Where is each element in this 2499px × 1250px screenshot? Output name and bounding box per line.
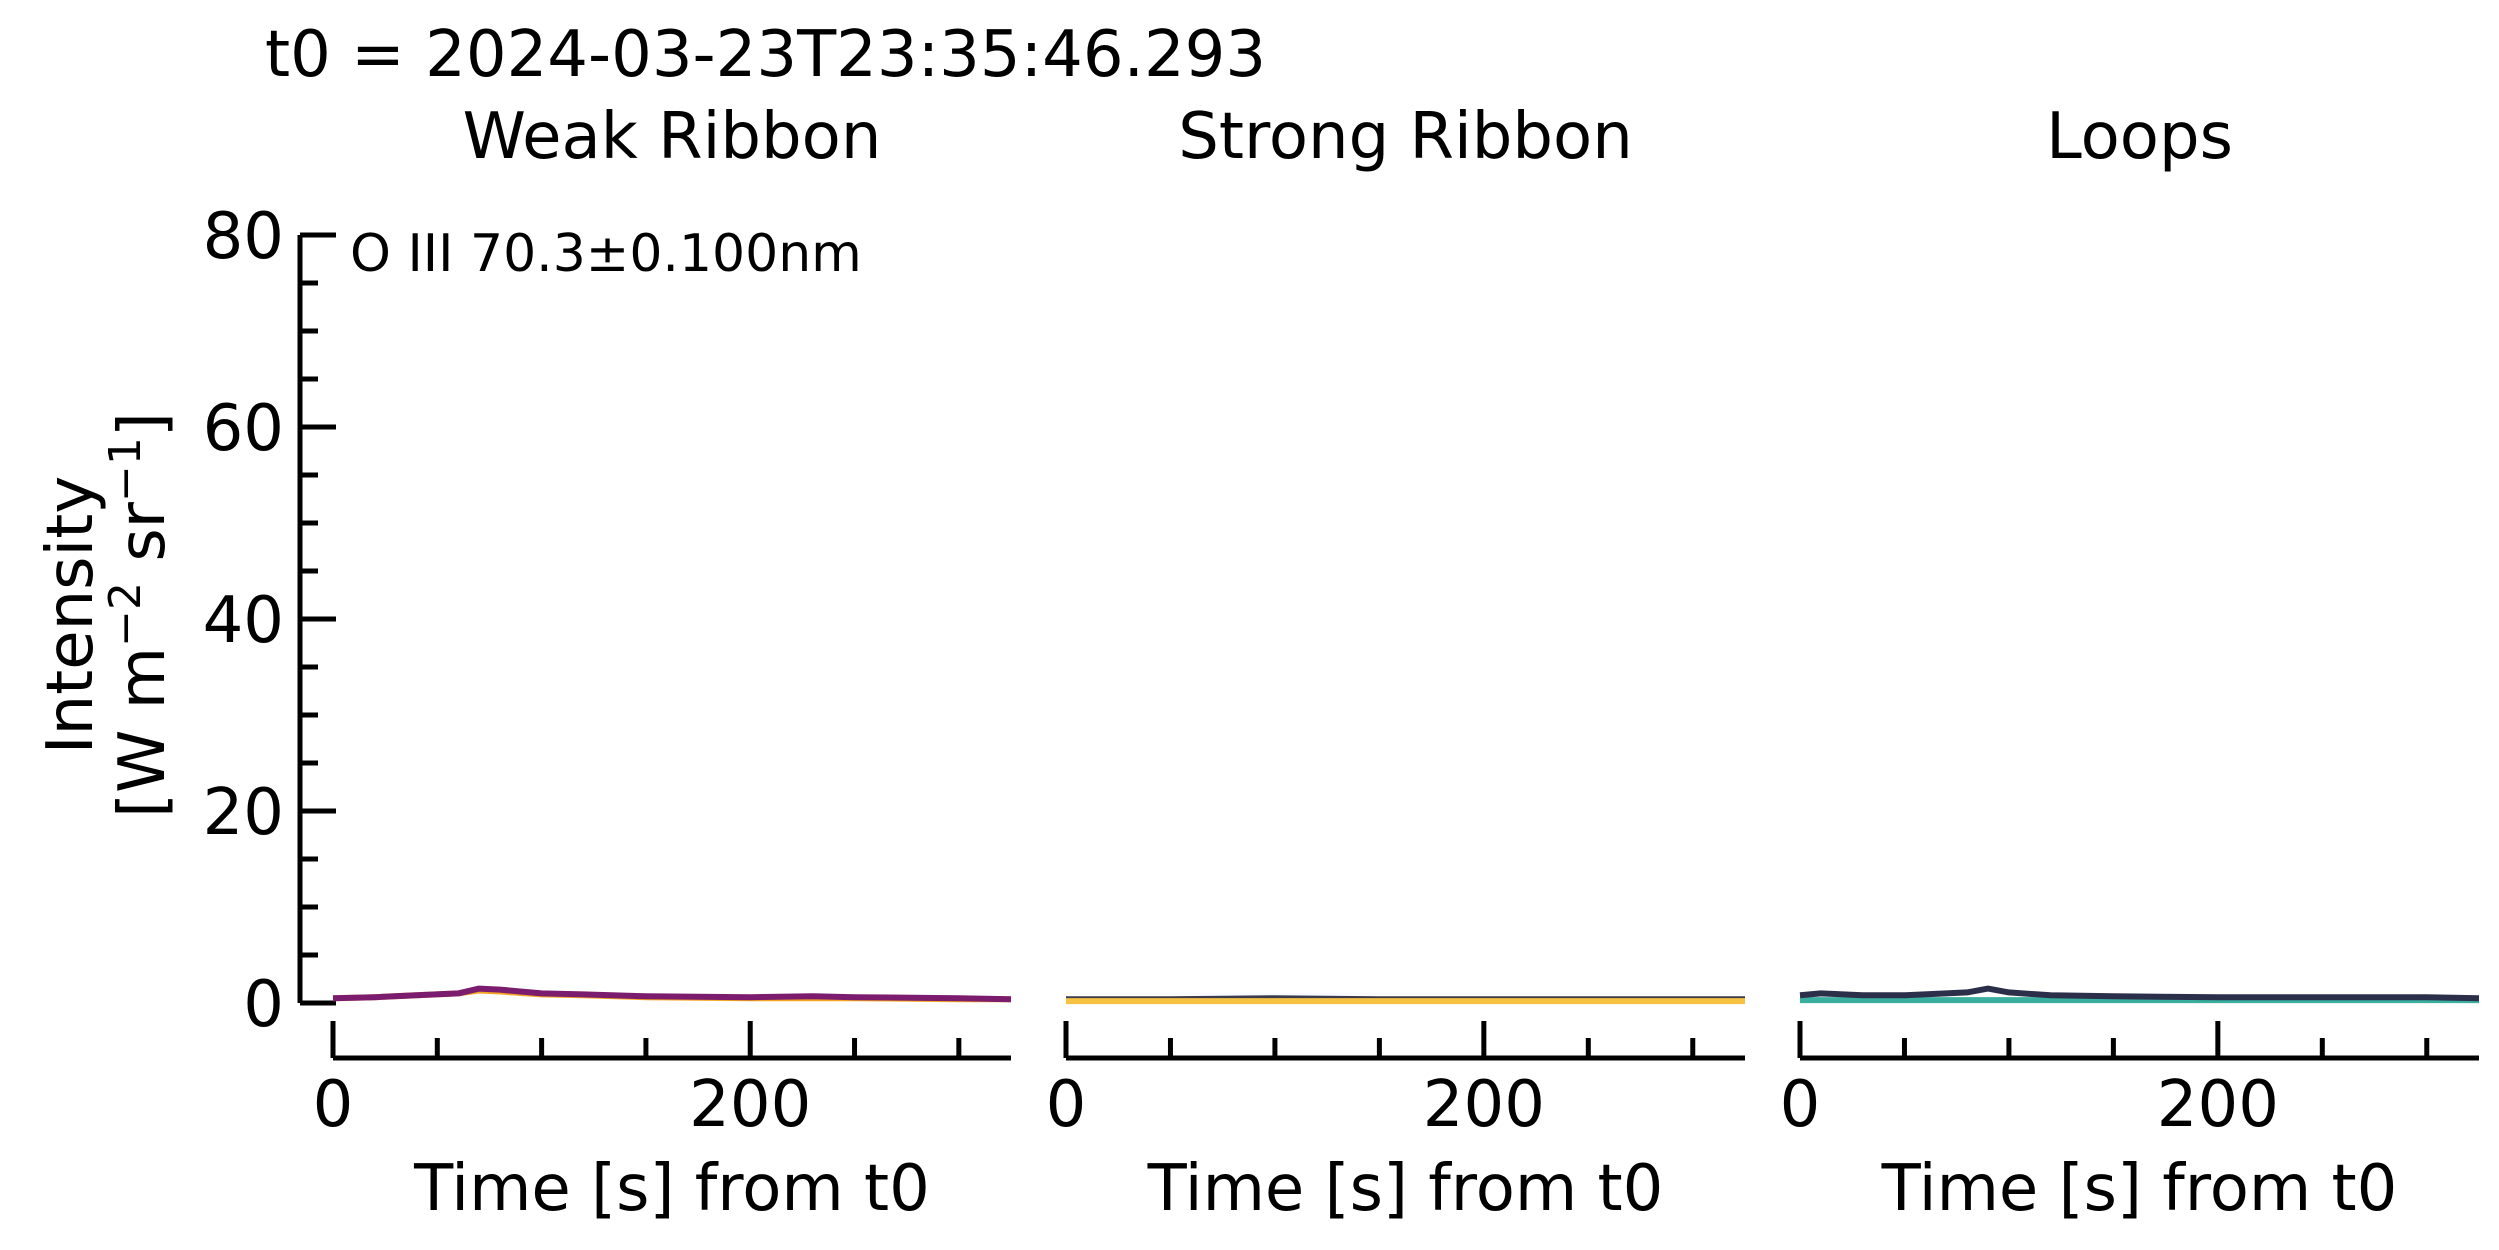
data-line-series-darkblue — [1799, 985, 2480, 1002]
y-axis-unit-close: ] — [106, 412, 180, 437]
x-tick-label: 200 — [1423, 1068, 1545, 1142]
y-tick-label: 60 — [203, 392, 284, 466]
panel-1: Weak Ribbon 0 200 Time [s] from t0 0 20 40 60 80 — [203, 100, 1012, 1226]
x-tick-label: 0 — [1046, 1068, 1087, 1142]
panel-title: Strong Ribbon — [1178, 100, 1633, 174]
y-axis-label-line1: Intensity — [34, 476, 108, 755]
suptitle: t0 = 2024-03-23T23:35:46.293 — [265, 18, 1266, 92]
data-line-series-purple — [332, 985, 1012, 1003]
y-tick-label: 80 — [203, 200, 284, 274]
y-tick-label: 20 — [203, 776, 284, 850]
y-axis-unit-mid: sr — [106, 501, 180, 582]
panel-title: Loops — [2046, 100, 2233, 174]
y-tick-label: 40 — [203, 584, 284, 658]
x-axis-label: Time [s] from t0 — [1881, 1152, 2398, 1226]
x-tick-label: 200 — [689, 1068, 811, 1142]
panels: Weak Ribbon 0 200 Time [s] from t0 0 20 40 60 80… — [203, 100, 2480, 1226]
x-tick-label: 200 — [2157, 1068, 2279, 1142]
y-tick-label: 0 — [243, 968, 284, 1042]
y-axis-label-line2: [W m−2 sr−1] — [100, 412, 180, 818]
line-annotation: O III 70.3±0.100nm — [350, 224, 862, 284]
panel-3: Loops 0 200 Time [s] from t0 — [1780, 100, 2480, 1226]
y-axis-label: Intensity [W m−2 sr−1] — [34, 412, 180, 818]
panel-title: Weak Ribbon — [463, 100, 882, 174]
x-tick-label: 0 — [313, 1068, 354, 1142]
x-axis-label: Time [s] from t0 — [1147, 1152, 1664, 1226]
x-tick-label: 0 — [1780, 1068, 1821, 1142]
y-axis-unit-exp1: −2 — [100, 582, 151, 647]
panel-2: Strong Ribbon 0 200 Time [s] from t0 — [1046, 100, 1745, 1226]
y-axis-unit-main: [W m — [106, 647, 180, 818]
x-axis-label: Time [s] from t0 — [413, 1152, 930, 1226]
y-axis-unit-exp2: −1 — [100, 437, 151, 502]
